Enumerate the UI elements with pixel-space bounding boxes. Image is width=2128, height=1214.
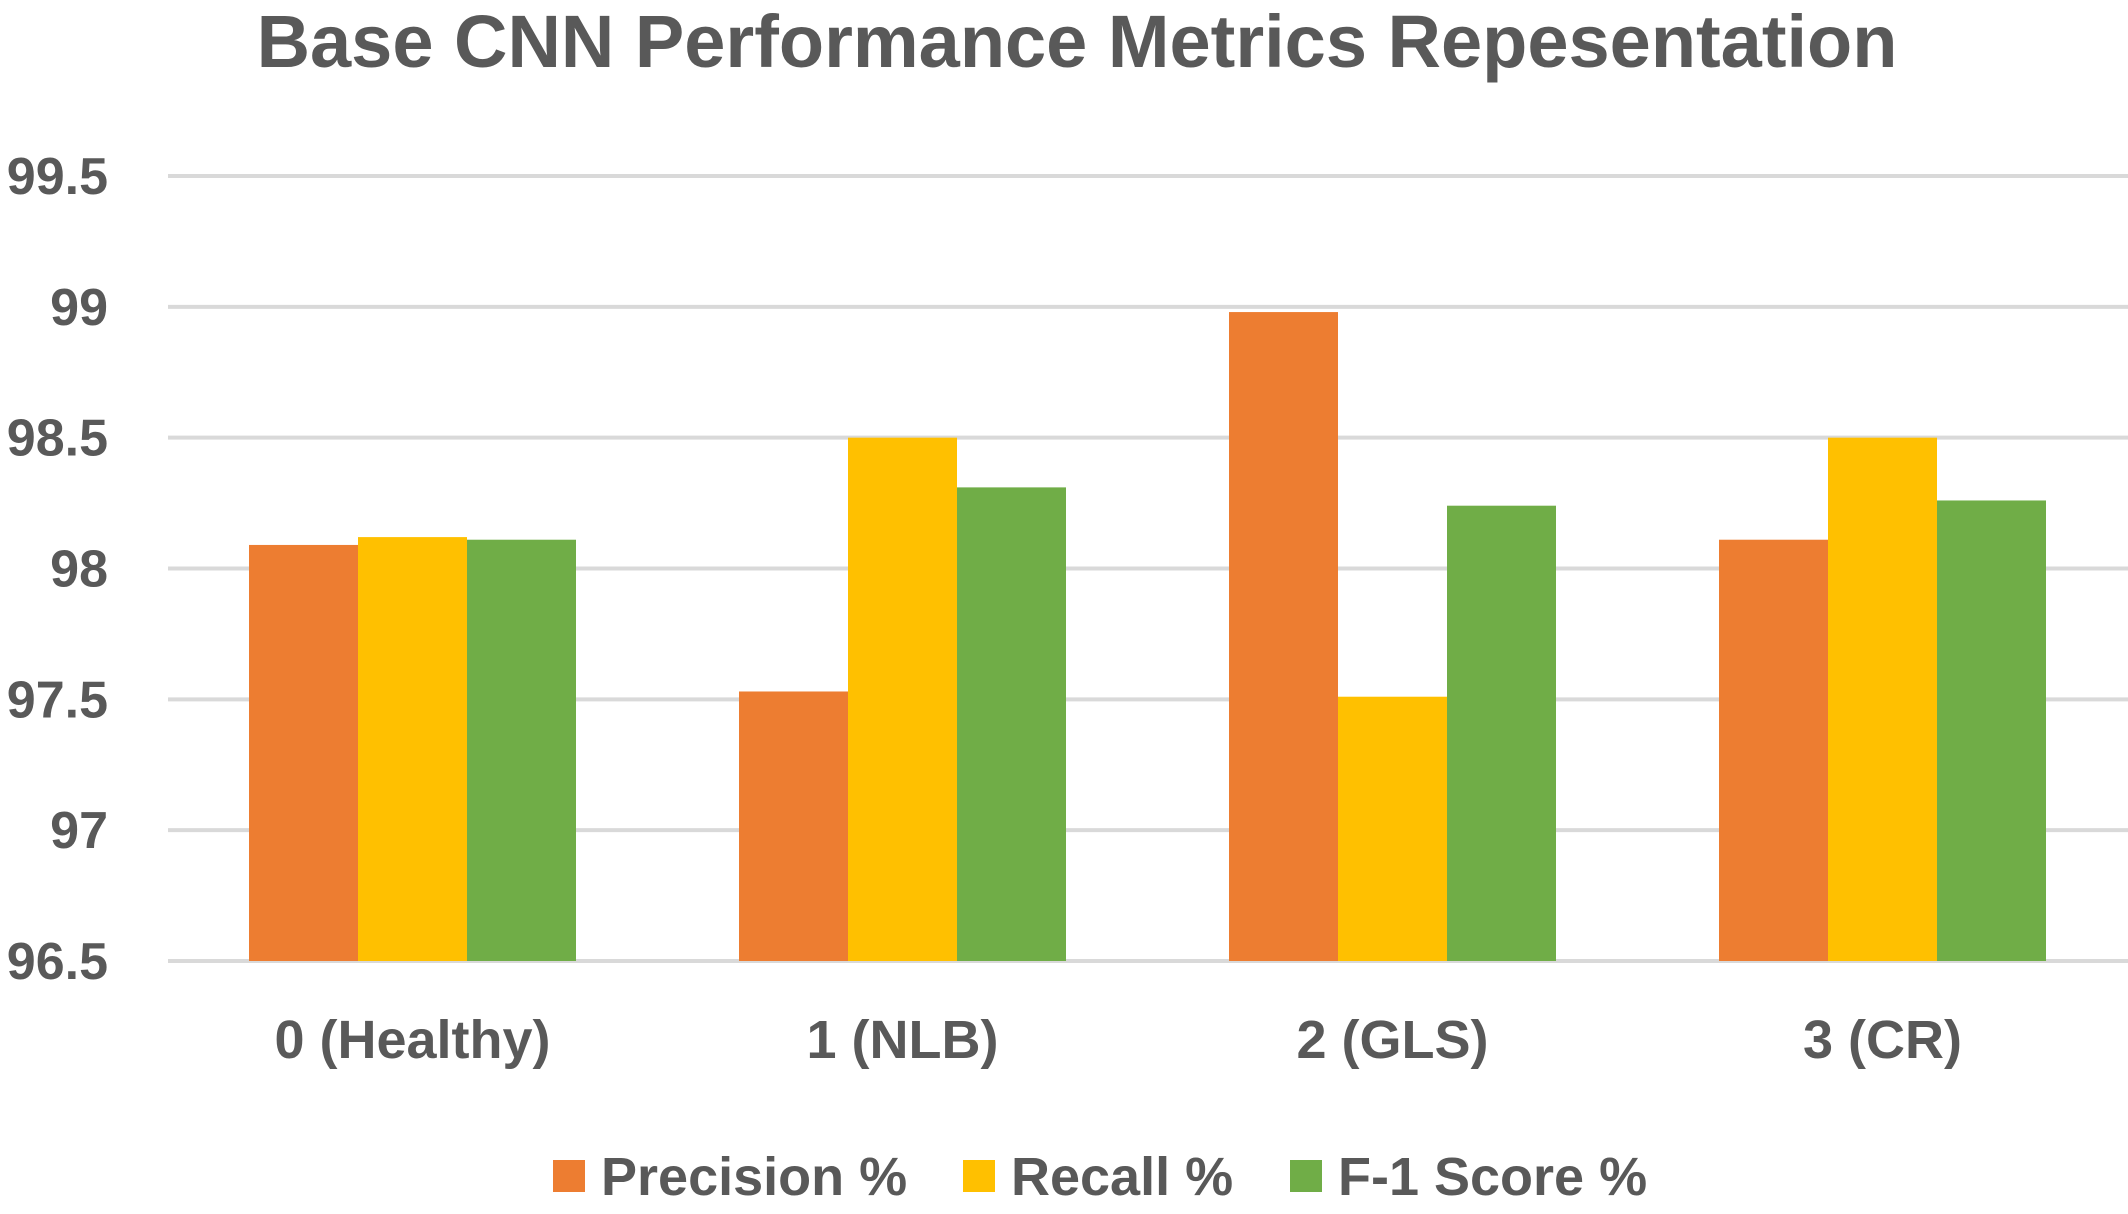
bar-f-1-score-0 (467, 539, 576, 961)
legend-item: Precision % (553, 1147, 907, 1207)
legend-swatch (963, 1160, 995, 1192)
bar-precision-1 (739, 691, 848, 961)
y-tick-label: 98.5 (7, 410, 108, 468)
legend-label: Recall % (1011, 1147, 1233, 1207)
y-tick-label: 97 (50, 802, 108, 860)
bar-f-1-score-2 (1447, 505, 1556, 961)
legend-item: Recall % (963, 1147, 1233, 1207)
y-axis-tick-labels: 96.5 97 97.5 98 98.5 99 99.5 (7, 148, 108, 991)
legend-label: F-1 Score % (1338, 1147, 1647, 1207)
x-category-label: 3 (CR) (1803, 1010, 1962, 1070)
legend-swatch (1290, 1160, 1322, 1192)
y-tick-label: 98 (50, 541, 108, 599)
bar-recall-3 (1828, 437, 1937, 962)
bar-precision-2 (1229, 312, 1338, 962)
x-axis-category-labels: 0 (Healthy) 1 (NLB) 2 (GLS) 3 (CR) (274, 1010, 1962, 1070)
chart-title: Base CNN Performance Metrics Repesentati… (257, 0, 1898, 83)
y-tick-label: 99 (50, 279, 108, 337)
bar-recall-2 (1338, 696, 1447, 961)
legend-item: F-1 Score % (1290, 1147, 1647, 1207)
legend: Precision % Recall % F-1 Score % (553, 1147, 1647, 1207)
y-tick-label: 97.5 (7, 671, 108, 729)
bar-precision-0 (249, 544, 358, 961)
y-tick-label: 96.5 (7, 933, 108, 991)
bar-recall-0 (358, 537, 467, 961)
bar-recall-1 (848, 437, 957, 962)
x-category-label: 1 (NLB) (807, 1010, 999, 1070)
y-tick-label: 99.5 (7, 148, 108, 206)
legend-label: Precision % (601, 1147, 907, 1207)
legend-swatch (553, 1160, 585, 1192)
bar-f-1-score-3 (1937, 500, 2046, 961)
bars (249, 312, 2046, 962)
bar-precision-3 (1719, 539, 1828, 961)
x-category-label: 2 (GLS) (1296, 1010, 1488, 1070)
bar-f-1-score-1 (957, 487, 1066, 961)
x-category-label: 0 (Healthy) (274, 1010, 550, 1070)
